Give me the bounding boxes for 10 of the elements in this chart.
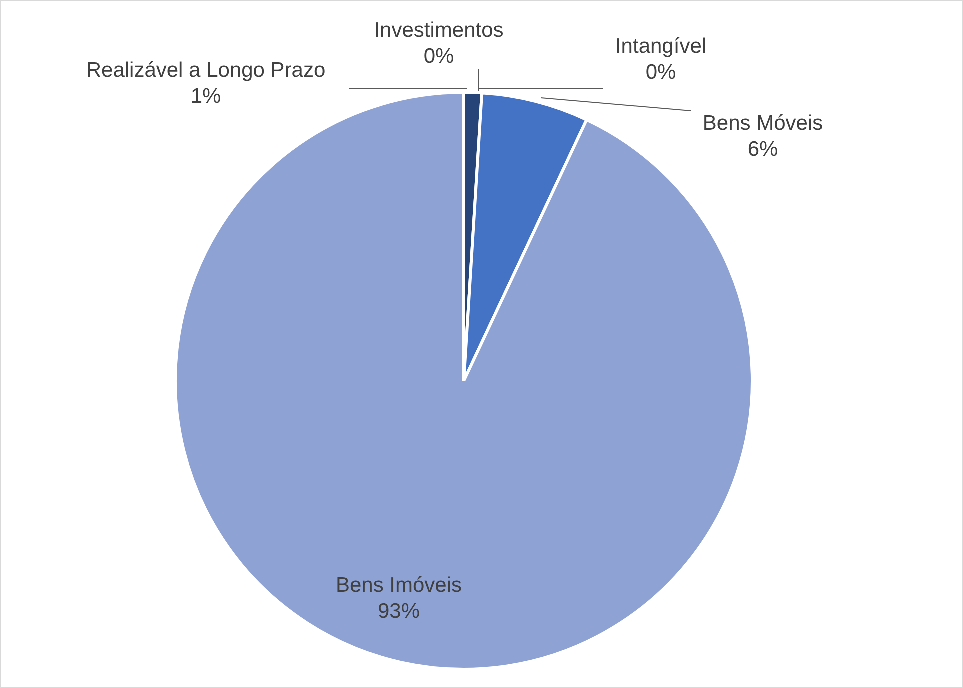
slice-label: Bens Imóveis	[336, 574, 462, 597]
data-label: 93%	[378, 600, 420, 623]
category-label: Investimentos	[374, 18, 504, 42]
category-label: Intangível	[615, 34, 707, 58]
slice-label: Realizável a Longo Prazo	[86, 58, 326, 82]
slice-label: Bens Móveis	[702, 112, 824, 135]
data-label: 1%	[190, 84, 222, 108]
text: 0%	[424, 44, 454, 68]
text: 0%	[646, 60, 676, 84]
data-label: 6%	[748, 138, 778, 161]
